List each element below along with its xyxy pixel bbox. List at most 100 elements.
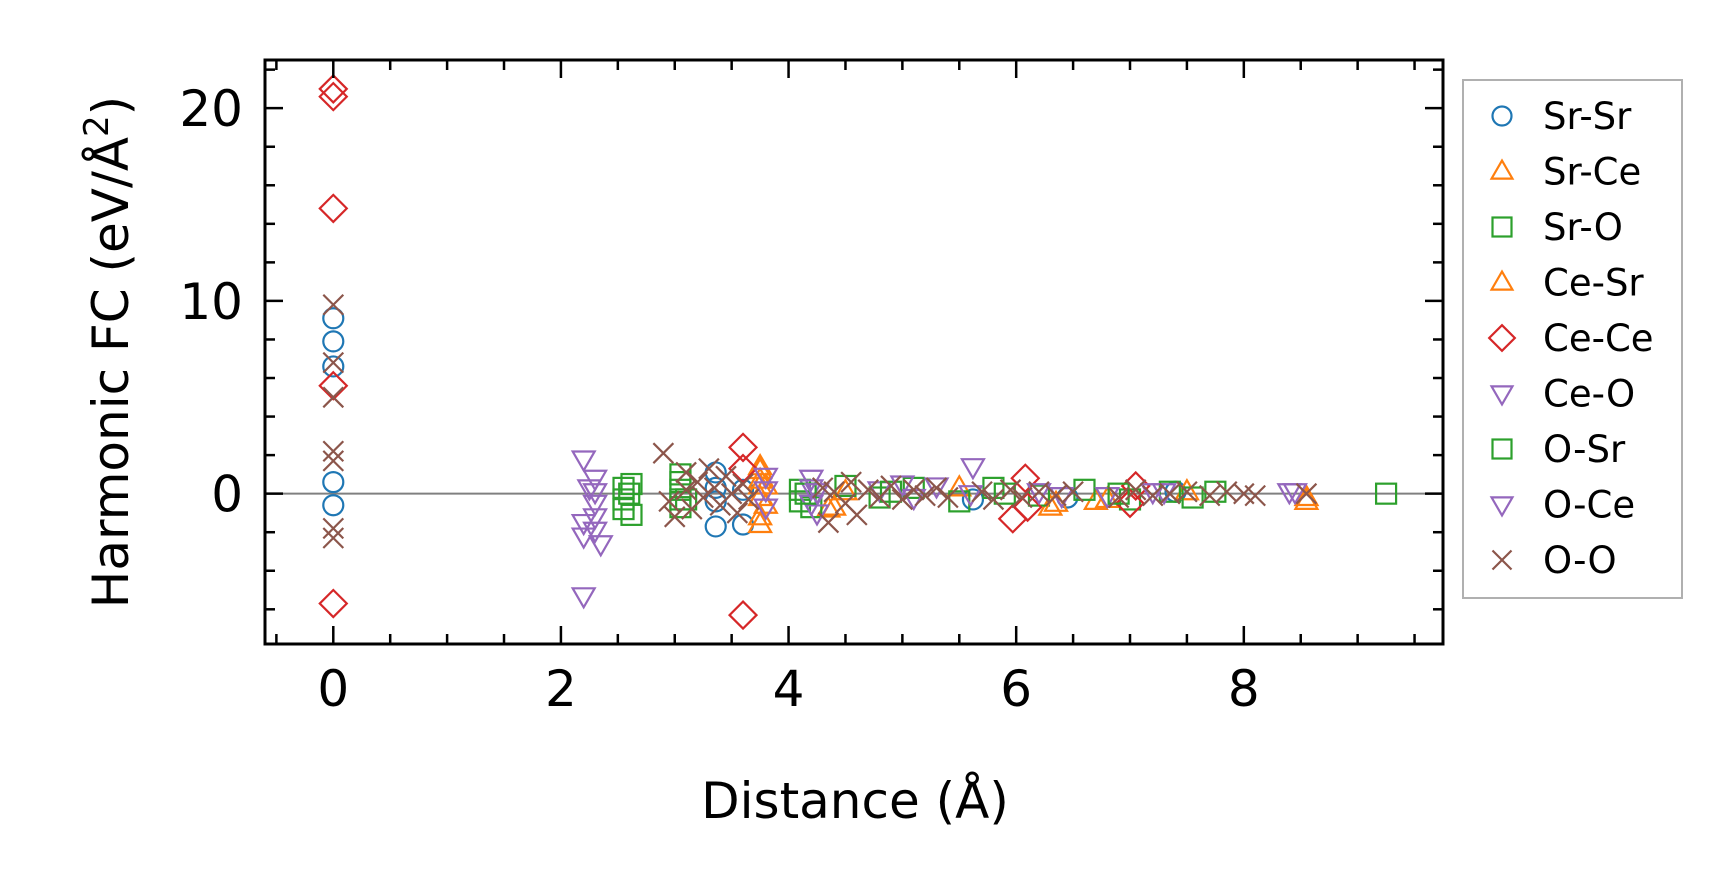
data-point (798, 479, 825, 502)
data-point (811, 477, 834, 499)
data-point (576, 479, 603, 502)
data-point (937, 486, 959, 509)
data-point (1124, 479, 1147, 501)
legend-item: Ce-Sr (1489, 262, 1644, 305)
data-point (752, 467, 779, 491)
data-point (322, 450, 345, 472)
legend-marker (1491, 105, 1513, 127)
data-point (318, 81, 349, 112)
data-point (857, 479, 880, 501)
y-axis-label-main: Harmonic FC (eV/Å (82, 137, 140, 608)
series-o-ce (576, 475, 1303, 544)
data-point (675, 461, 697, 484)
data-point (582, 483, 608, 506)
data-point (322, 351, 345, 374)
legend-marker (1489, 385, 1515, 407)
data-point (318, 73, 349, 104)
data-point (1374, 482, 1398, 505)
data-point (727, 432, 759, 463)
data-point (752, 491, 779, 514)
tick-labels: 0 2 4 6 8 0 10 20 (179, 80, 1259, 718)
data-point (817, 511, 840, 534)
data-point (1010, 463, 1041, 494)
data-point (1176, 480, 1198, 503)
data-point (1107, 482, 1130, 505)
legend-item: O-Sr (1491, 428, 1626, 471)
y-axis-label-superscript: 2 (77, 115, 117, 137)
data-points (318, 73, 1398, 631)
data-point (971, 480, 993, 503)
data-point (1045, 484, 1067, 507)
data-point (1198, 484, 1221, 507)
data-point (957, 485, 984, 508)
legend-marker (1491, 438, 1513, 460)
legend-label: Ce-Ce (1543, 317, 1654, 360)
data-point (925, 477, 948, 499)
data-point (1174, 478, 1200, 501)
data-point (731, 478, 755, 501)
data-point (815, 495, 842, 518)
data-point (1094, 486, 1121, 510)
data-point (322, 307, 345, 330)
data-point (891, 488, 914, 511)
data-point (322, 494, 345, 517)
legend-item: Sr-O (1491, 206, 1623, 249)
data-point (788, 490, 812, 513)
data-point (1215, 480, 1238, 503)
y-axis-label: Harmonic FC (eV/Å2) (77, 96, 140, 608)
data-point (322, 355, 345, 378)
legend-label: O-Ce (1543, 484, 1635, 527)
data-point (902, 479, 925, 501)
data-point (1276, 483, 1303, 506)
data-point (692, 486, 714, 509)
data-point (652, 442, 675, 464)
data-point (318, 588, 349, 619)
data-point (675, 479, 697, 501)
data-point (800, 496, 823, 519)
data-point (582, 508, 608, 531)
data-point (868, 486, 891, 509)
legend-label: Sr-Ce (1543, 151, 1641, 194)
x-tick-label: 4 (773, 660, 805, 718)
data-point (322, 470, 345, 494)
data-point (620, 503, 643, 526)
x-tick-label: 0 (317, 660, 349, 718)
data-point (322, 527, 345, 549)
legend-label: Ce-O (1543, 373, 1635, 416)
data-point (720, 482, 743, 505)
data-point (726, 502, 749, 524)
data-point (982, 476, 1005, 499)
y-tick-label: 0 (211, 466, 243, 524)
data-point (1159, 482, 1181, 505)
data-point (727, 453, 759, 484)
data-point (318, 193, 349, 224)
data-point (1062, 480, 1084, 503)
data-point (322, 386, 345, 409)
x-tick-label: 2 (545, 660, 577, 718)
legend-label: O-O (1543, 539, 1617, 582)
data-point (1026, 483, 1052, 506)
data-point (747, 503, 774, 526)
legend-item: Sr-Ce (1489, 151, 1641, 194)
y-tick-label: 10 (179, 273, 243, 331)
data-point (570, 587, 597, 610)
data-point (1295, 482, 1318, 505)
legend-marker (1489, 496, 1515, 518)
axis-ticks (265, 60, 1443, 644)
legend-label: Ce-Sr (1543, 262, 1644, 305)
data-point (612, 476, 635, 499)
data-point (732, 473, 754, 495)
x-tick-label: 8 (1228, 660, 1260, 718)
data-point (322, 330, 345, 353)
data-point (752, 481, 779, 504)
data-point (669, 470, 692, 494)
data-point (570, 527, 597, 550)
legend-label: Sr-O (1543, 206, 1623, 249)
data-point (582, 494, 608, 517)
y-axis-label-close: ) (82, 96, 140, 116)
data-point (658, 490, 680, 513)
plot-area (265, 60, 1443, 644)
data-point (322, 294, 345, 316)
legend-item: O-Ce (1489, 484, 1635, 527)
y-tick-label: 20 (179, 80, 243, 138)
